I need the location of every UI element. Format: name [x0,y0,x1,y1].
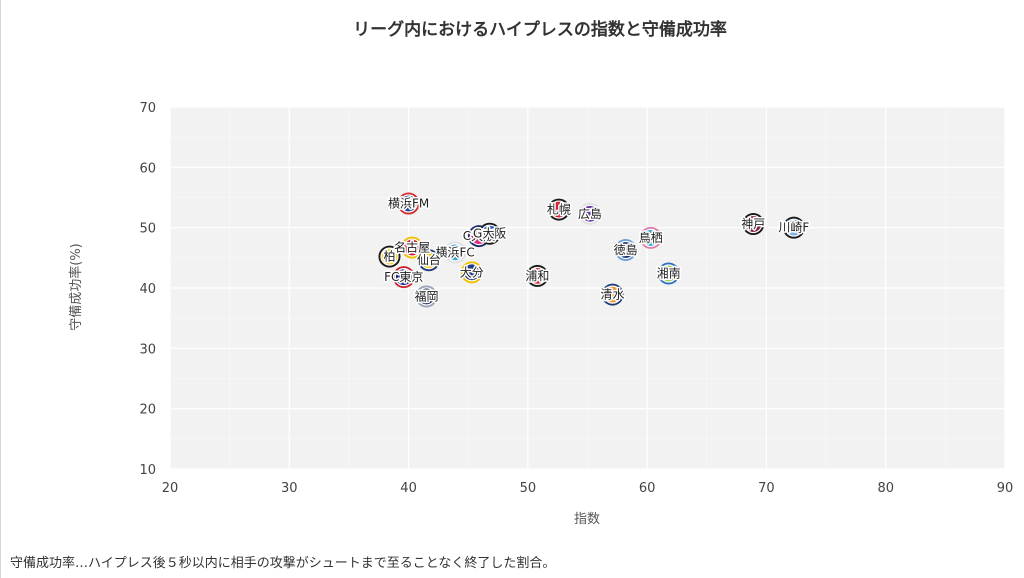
point-label: 浦和 [525,269,549,283]
y-tick-label: 60 [139,161,156,176]
data-point [399,194,418,213]
point-label: C大阪 [463,229,495,243]
y-tick-label: 30 [139,342,156,357]
data-point [744,214,763,234]
x-tick-label: 40 [400,481,417,496]
point-label: 大分 [460,265,484,279]
y-tick-label: 70 [139,101,156,116]
y-tick-label: 40 [139,282,156,297]
point-label: 仙台 [417,252,441,267]
point-label: 湘南 [657,266,681,281]
data-point [580,204,599,223]
x-tick-label: 90 [997,481,1014,496]
x-tick-label: 30 [281,481,298,496]
data-point [462,263,481,282]
point-label: 横浜FC [435,245,474,259]
chart-title: リーグ内におけるハイプレスの指数と守備成功率 [353,19,727,40]
point-label: 神戸 [741,217,765,231]
y-tick-label: 50 [139,222,156,237]
data-point [528,266,547,286]
data-point [549,200,568,219]
point-label: FC東京 [384,270,423,284]
data-point [394,268,413,287]
data-point [784,218,803,237]
data-point [380,247,399,266]
footnote: 守備成功率…ハイプレス後５秒以内に相手の攻撃がシュートまで至ることなく終了した割… [10,556,556,571]
data-point [417,287,436,306]
y-axis-label: 守備成功率(%) [68,243,84,331]
y-tick-label: 10 [139,463,156,478]
x-tick-label: 70 [758,481,775,496]
data-point [419,251,438,270]
x-tick-label: 20 [162,481,179,496]
x-axis-label: 指数 [574,512,600,527]
data-point [445,243,465,262]
scatter-chart: リーグ内におけるハイプレスの指数と守備成功率 20 30 40 50 60 70 80 90 1… [68,19,1013,527]
point-label: 横浜FM [388,197,429,211]
data-point [480,224,499,243]
data-point [616,240,635,260]
x-tick-label: 60 [639,481,656,496]
left-border [0,0,1,578]
data-point [603,285,622,304]
y-tick-label: 20 [139,403,156,418]
x-tick-label: 80 [877,481,894,496]
point-label: 柏 [383,249,395,264]
point-label: G大阪 [473,227,506,241]
point-label: 徳島 [614,242,638,257]
point-label: 川崎F [778,221,809,235]
point-label: 広島 [578,206,602,221]
data-point [641,228,660,248]
plot-area: 20 30 40 50 60 70 80 90 10 20 30 40 50 60 70 横浜FM 札幌 広島神戸… [139,101,1013,496]
point-label: 札幌 [547,202,571,217]
point-label: 名古屋 [394,240,430,255]
data-point [403,238,422,257]
point-label: 福岡 [414,288,438,303]
data-point [659,264,678,283]
x-tick-label: 50 [520,481,537,496]
point-label: 鳥栖 [639,230,663,245]
point-label: 清水 [601,288,625,302]
